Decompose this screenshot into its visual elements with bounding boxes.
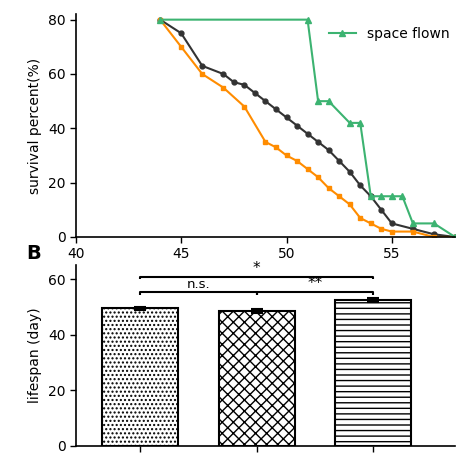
Bar bbox=[219, 311, 295, 446]
Bar bbox=[102, 309, 178, 446]
Text: **: ** bbox=[308, 276, 323, 292]
Text: n.s.: n.s. bbox=[187, 279, 210, 292]
Legend: space flown: space flown bbox=[323, 21, 456, 46]
Y-axis label: survival percent(%): survival percent(%) bbox=[28, 57, 42, 194]
X-axis label: day: day bbox=[250, 267, 281, 285]
Y-axis label: lifespan (day): lifespan (day) bbox=[28, 308, 42, 403]
Text: B: B bbox=[27, 244, 41, 263]
Text: *: * bbox=[253, 261, 261, 276]
Bar bbox=[336, 300, 411, 446]
